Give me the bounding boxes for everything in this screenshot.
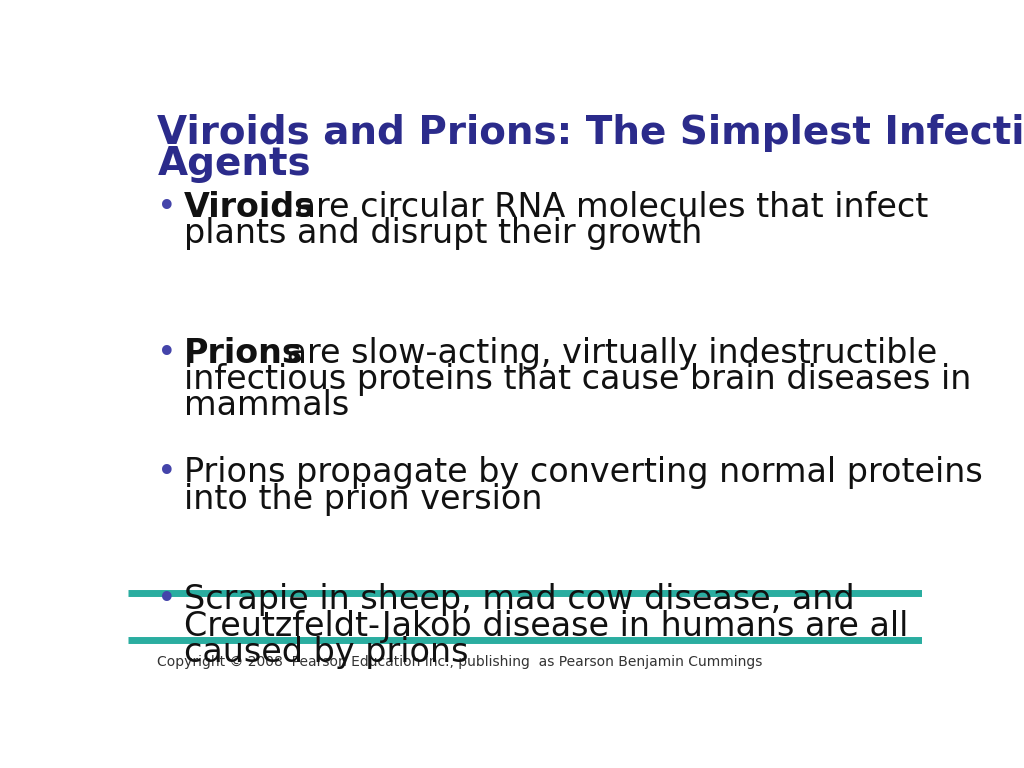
Text: plants and disrupt their growth: plants and disrupt their growth: [183, 217, 702, 250]
Text: into the prion version: into the prion version: [183, 482, 543, 515]
Text: •: •: [158, 456, 177, 489]
Text: Prions: Prions: [183, 337, 302, 370]
Text: Viroids and Prions: The Simplest Infectious: Viroids and Prions: The Simplest Infecti…: [158, 114, 1024, 152]
Text: •: •: [158, 584, 177, 617]
Text: caused by prions: caused by prions: [183, 636, 468, 669]
Text: mammals: mammals: [183, 389, 349, 422]
Text: •: •: [158, 337, 177, 370]
Text: are slow-acting, virtually indestructible: are slow-acting, virtually indestructibl…: [275, 337, 937, 370]
Text: Scrapie in sheep, mad cow disease, and: Scrapie in sheep, mad cow disease, and: [183, 584, 854, 617]
Text: •: •: [158, 190, 177, 223]
Text: Creutzfeldt-Jakob disease in humans are all: Creutzfeldt-Jakob disease in humans are …: [183, 610, 908, 643]
Text: infectious proteins that cause brain diseases in: infectious proteins that cause brain dis…: [183, 363, 971, 396]
Text: Agents: Agents: [158, 144, 311, 183]
Text: are circular RNA molecules that infect: are circular RNA molecules that infect: [286, 190, 929, 223]
Text: Copyright © 2008  Pearson Education Inc., publishing  as Pearson Benjamin Cummin: Copyright © 2008 Pearson Education Inc.,…: [158, 655, 763, 669]
Text: Prions propagate by converting normal proteins: Prions propagate by converting normal pr…: [183, 456, 983, 489]
Text: Viroids: Viroids: [183, 190, 314, 223]
